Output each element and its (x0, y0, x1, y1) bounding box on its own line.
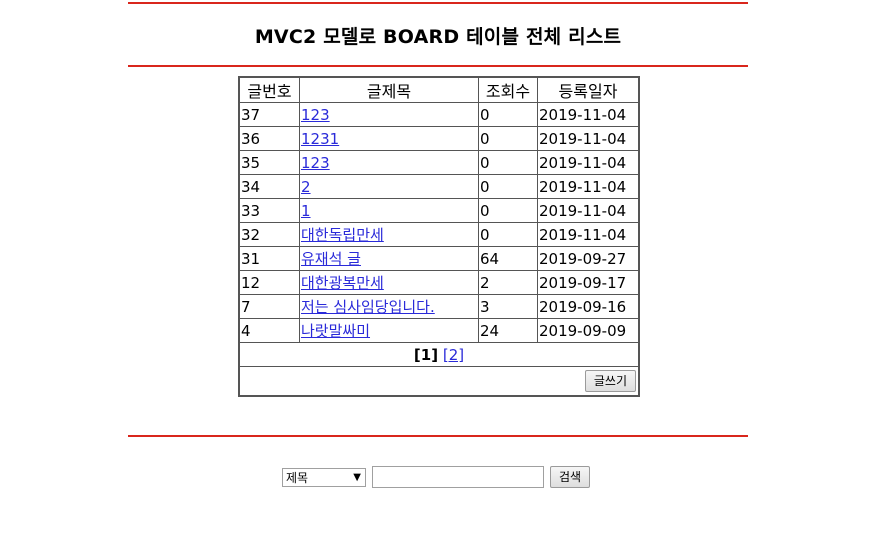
row-date: 2019-11-04 (537, 222, 640, 247)
column-header-number: 글번호 (238, 76, 300, 103)
row-date: 2019-11-04 (537, 150, 640, 175)
row-title-cell: 저는 심사임당입니다. (299, 294, 479, 319)
row-number: 7 (238, 294, 300, 319)
table-row: 4 나랏말싸미 24 2019-09-09 (238, 318, 640, 343)
row-title-link[interactable]: 123 (301, 105, 330, 124)
column-header-hits: 조회수 (478, 76, 538, 103)
table-row: 36 1231 0 2019-11-04 (238, 126, 640, 151)
row-hits: 0 (478, 174, 538, 199)
row-hits: 3 (478, 294, 538, 319)
row-number: 32 (238, 222, 300, 247)
row-title-link[interactable]: 유재석 글 (301, 250, 361, 268)
table-row: 7 저는 심사임당입니다. 3 2019-09-16 (238, 294, 640, 319)
search-input[interactable] (372, 466, 544, 488)
row-date: 2019-11-04 (537, 102, 640, 127)
table-row: 33 1 0 2019-11-04 (238, 198, 640, 223)
title-divider (128, 65, 748, 67)
row-title-link[interactable]: 대한독립만세 (301, 226, 384, 244)
page-title: MVC2 모델로 BOARD 테이블 전체 리스트 (254, 26, 622, 48)
table-row: 35 123 0 2019-11-04 (238, 150, 640, 175)
row-title-cell: 1 (299, 198, 479, 223)
row-title-cell: 대한광복만세 (299, 270, 479, 295)
row-title-cell: 나랏말싸미 (299, 318, 479, 343)
top-divider (128, 2, 748, 4)
row-hits: 0 (478, 150, 538, 175)
table-row: 12 대한광복만세 2 2019-09-17 (238, 270, 640, 295)
row-date: 2019-11-04 (537, 174, 640, 199)
board-table: 글번호 글제목 조회수 등록일자 37 123 0 2019-11-04 36 1231 0… (238, 76, 640, 397)
row-date: 2019-09-27 (537, 246, 640, 271)
row-hits: 0 (478, 126, 538, 151)
bottom-divider (128, 435, 748, 437)
page-link-current[interactable]: [1] (413, 345, 439, 364)
search-bar: 제목 ▼ 검색 (282, 466, 591, 488)
table-header-row: 글번호 글제목 조회수 등록일자 (238, 76, 640, 103)
row-title-link[interactable]: 123 (301, 153, 330, 172)
row-title-cell: 유재석 글 (299, 246, 479, 271)
search-field-select[interactable]: 제목 ▼ (282, 467, 366, 487)
write-button[interactable]: 글쓰기 (584, 370, 636, 392)
row-title-link[interactable]: 저는 심사임당입니다. (301, 298, 435, 316)
search-field-selected: 제목 (286, 470, 309, 485)
column-header-title: 글제목 (299, 76, 479, 103)
search-button[interactable]: 검색 (550, 466, 591, 488)
row-title-link[interactable]: 1 (301, 201, 311, 220)
row-date: 2019-09-09 (537, 318, 640, 343)
write-cell: 글쓰기 (238, 366, 640, 397)
row-date: 2019-11-04 (537, 198, 640, 223)
row-title-cell: 123 (299, 150, 479, 175)
row-number: 37 (238, 102, 300, 127)
row-title-cell: 대한독립만세 (299, 222, 479, 247)
row-hits: 2 (478, 270, 538, 295)
row-hits: 24 (478, 318, 538, 343)
row-number: 36 (238, 126, 300, 151)
pagination-row: [1] [2] (238, 342, 640, 367)
row-title-link[interactable]: 대한광복만세 (301, 274, 384, 292)
pagination: [1] [2] (238, 342, 640, 367)
dropdown-arrow-icon: ▼ (353, 471, 361, 483)
row-hits: 0 (478, 102, 538, 127)
row-title-cell: 1231 (299, 126, 479, 151)
page-link-2[interactable]: [2] (442, 345, 465, 364)
row-date: 2019-09-17 (537, 270, 640, 295)
row-number: 33 (238, 198, 300, 223)
table-row: 32 대한독립만세 0 2019-11-04 (238, 222, 640, 247)
write-row: 글쓰기 (238, 366, 640, 397)
row-number: 35 (238, 150, 300, 175)
table-row: 31 유재석 글 64 2019-09-27 (238, 246, 640, 271)
column-header-date: 등록일자 (537, 76, 640, 103)
row-hits: 0 (478, 222, 538, 247)
row-title-link[interactable]: 2 (301, 177, 311, 196)
row-date: 2019-09-16 (537, 294, 640, 319)
table-row: 37 123 0 2019-11-04 (238, 102, 640, 127)
row-hits: 64 (478, 246, 538, 271)
row-hits: 0 (478, 198, 538, 223)
table-row: 34 2 0 2019-11-04 (238, 174, 640, 199)
row-title-cell: 123 (299, 102, 479, 127)
row-number: 4 (238, 318, 300, 343)
row-title-link[interactable]: 나랏말싸미 (301, 322, 371, 340)
row-title-cell: 2 (299, 174, 479, 199)
row-number: 31 (238, 246, 300, 271)
row-title-link[interactable]: 1231 (301, 129, 340, 148)
row-number: 12 (238, 270, 300, 295)
row-number: 34 (238, 174, 300, 199)
row-date: 2019-11-04 (537, 126, 640, 151)
